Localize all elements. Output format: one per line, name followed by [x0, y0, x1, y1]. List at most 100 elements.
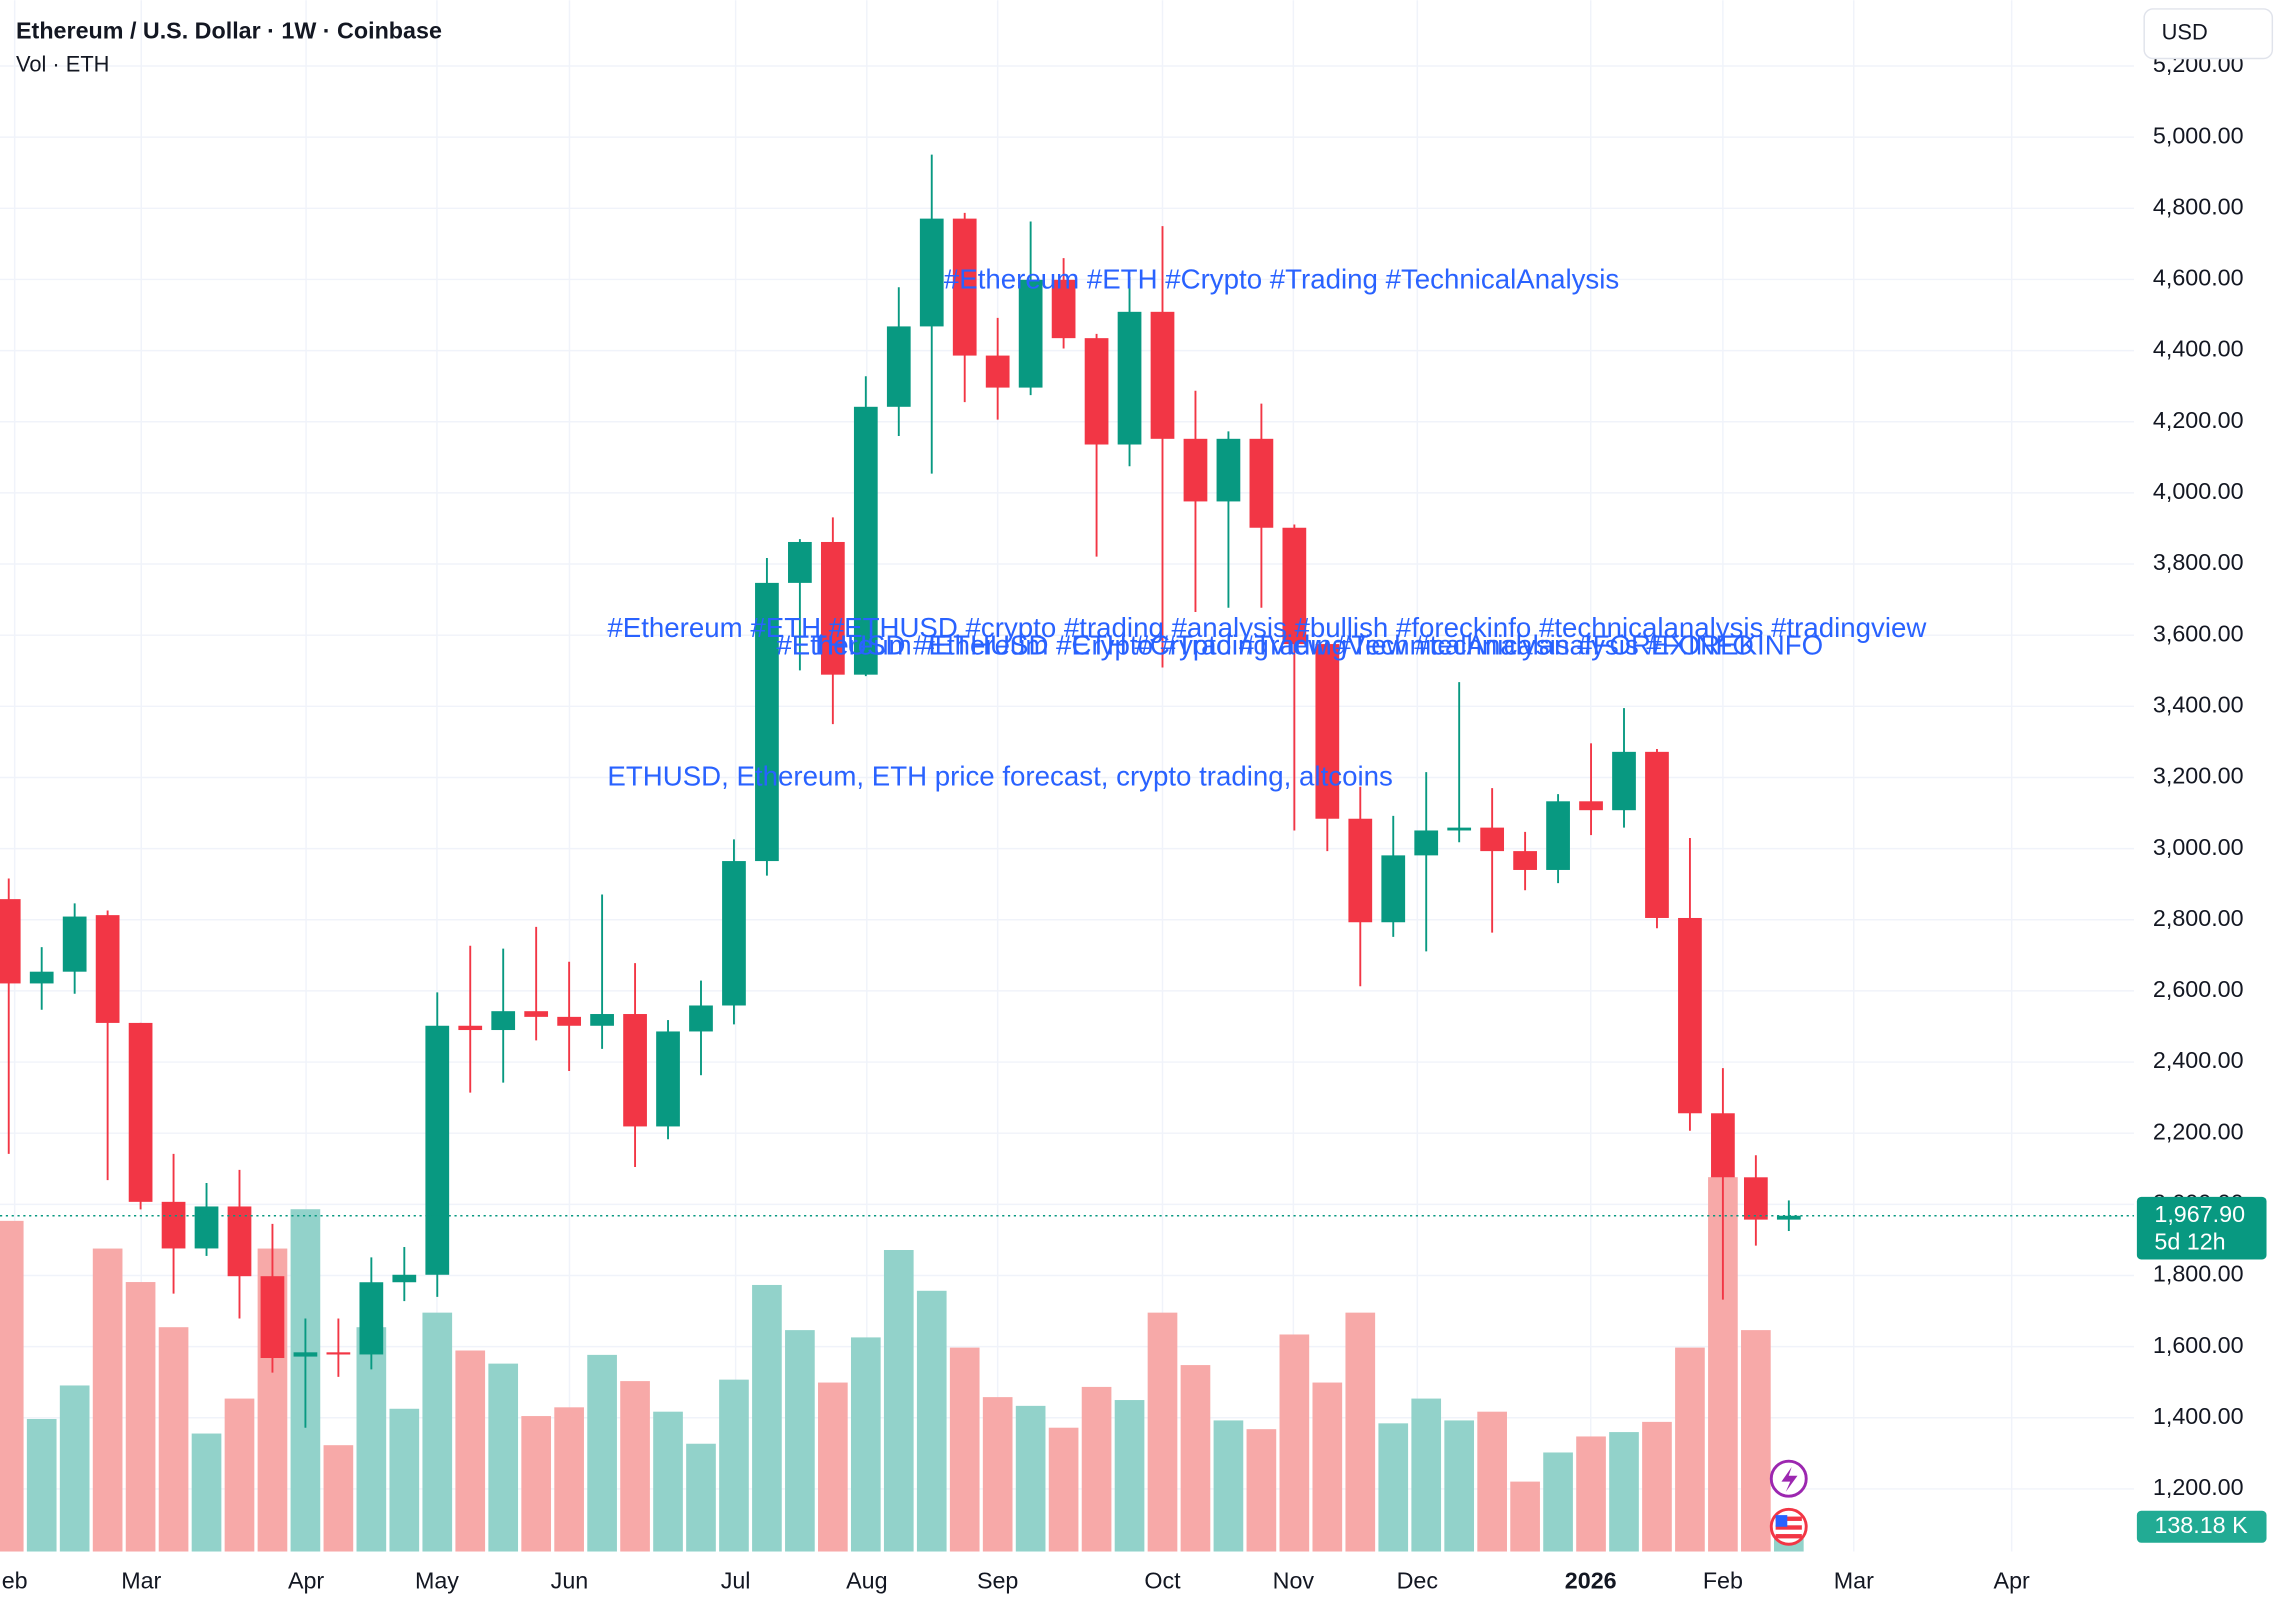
candle-body	[359, 1282, 384, 1355]
events-icon[interactable]	[1769, 1507, 1808, 1546]
candle-body	[1711, 1113, 1735, 1178]
candle-body	[590, 1014, 614, 1026]
last-price-label: 1,967.90	[2154, 1201, 2245, 1227]
volume-bar	[1279, 1334, 1310, 1552]
candle-body	[194, 1206, 219, 1249]
volume-bar	[521, 1416, 552, 1552]
x-tick-label: Apr	[288, 1567, 324, 1593]
candle-body	[1678, 917, 1702, 1114]
idea-annotation: #ETHUSD #Ethereum #ETH #Crypto #TradingV…	[776, 629, 1823, 660]
volume-bar	[1510, 1481, 1540, 1552]
icon-stripe[interactable]	[1775, 1516, 1802, 1521]
candle-body	[1480, 827, 1505, 852]
candle-body	[689, 1005, 713, 1032]
y-tick-label: 4,800.00	[2153, 193, 2244, 219]
candle-body	[0, 899, 21, 984]
last-price-box	[2136, 1196, 2267, 1260]
x-tick-label: Oct	[1144, 1567, 1181, 1593]
volume-bar	[818, 1382, 848, 1552]
candle-body	[1348, 818, 1373, 923]
countdown-label: 5d 12h	[2154, 1229, 2225, 1255]
volume-bar	[26, 1418, 57, 1552]
volume-bar	[455, 1350, 486, 1552]
candle-body	[853, 406, 878, 675]
candle-body	[1743, 1177, 1768, 1220]
candle-body	[952, 218, 977, 356]
volume-bar	[554, 1407, 584, 1552]
candle-body	[1579, 801, 1603, 811]
volume-bar	[949, 1347, 980, 1552]
volume-bar	[686, 1443, 716, 1552]
candle-body	[1084, 338, 1109, 445]
candle-body	[1612, 751, 1636, 811]
icon-bolt[interactable]	[1781, 1467, 1798, 1492]
volume-bar	[422, 1312, 453, 1552]
volume-bar	[1246, 1429, 1277, 1552]
idea-annotation: #Ethereum #ETH #Crypto #Trading #Technic…	[944, 264, 1619, 295]
candle-body	[1051, 279, 1076, 339]
candle-body	[1513, 851, 1537, 870]
candle-body	[128, 1022, 153, 1202]
icon-stripe[interactable]	[1775, 1534, 1802, 1539]
candle-body	[1117, 311, 1142, 445]
y-tick-label: 2,800.00	[2153, 905, 2244, 931]
candle-body	[886, 326, 911, 407]
candle-body	[919, 218, 944, 327]
candle-body	[1645, 751, 1669, 918]
x-tick-label: Dec	[1397, 1567, 1439, 1593]
candle-body	[557, 1016, 582, 1026]
volume-bar	[1114, 1400, 1145, 1552]
candle-body	[755, 582, 779, 862]
overlay-layer: 1,200.001,400.001,600.001,800.002,000.00…	[0, 51, 2267, 1593]
icon-canton[interactable]	[1775, 1515, 1788, 1527]
idea-annotation: #Ethereum #ETH #ETHUSD #crypto #trading …	[607, 612, 1927, 643]
candle-body	[1183, 438, 1208, 502]
currency-label[interactable]: USD	[2162, 19, 2208, 44]
candle-body	[326, 1352, 351, 1355]
volume-bar	[323, 1445, 354, 1552]
y-tick-label: 5,000.00	[2153, 122, 2244, 148]
volume-bar	[224, 1398, 255, 1552]
x-tick-label: Mar	[1834, 1567, 1874, 1593]
y-tick-label: 3,000.00	[2153, 834, 2244, 860]
x-tick-label: Nov	[1273, 1567, 1315, 1593]
y-tick-label: 1,800.00	[2153, 1261, 2244, 1287]
volume-bar	[785, 1330, 815, 1552]
assistant-icon[interactable]	[1769, 1459, 1808, 1498]
x-tick-label: Jul	[721, 1567, 751, 1593]
candle-body	[1381, 855, 1406, 923]
volume-bar	[1345, 1312, 1376, 1552]
candle-body	[1282, 527, 1307, 645]
candle-body	[985, 355, 1010, 388]
volume-bar	[620, 1381, 650, 1552]
y-tick-label: 3,600.00	[2153, 620, 2244, 646]
volume-bar	[1411, 1398, 1442, 1552]
y-tick-label: 1,400.00	[2153, 1403, 2244, 1429]
volume-bar	[389, 1408, 420, 1552]
volume-label-box	[2136, 1510, 2267, 1543]
volume-bar	[1642, 1421, 1672, 1552]
y-tick-label: 4,600.00	[2153, 265, 2244, 291]
volume-bar	[1741, 1330, 1771, 1552]
volume-bar	[1081, 1386, 1112, 1552]
volume-bar	[752, 1284, 782, 1552]
volume-bar	[158, 1327, 189, 1552]
y-tick-label: 2,400.00	[2153, 1047, 2244, 1073]
x-tick-label: May	[415, 1567, 459, 1593]
candle-body	[1447, 827, 1472, 831]
candle-body	[1018, 279, 1043, 388]
volume-layer	[0, 1177, 1804, 1552]
candle-layer	[0, 154, 1801, 1428]
candle-body	[1546, 801, 1570, 870]
candle-body	[1216, 438, 1241, 502]
y-tick-label: 3,800.00	[2153, 549, 2244, 575]
y-tick-label: 4,200.00	[2153, 407, 2244, 433]
icon-stripe[interactable]	[1775, 1525, 1802, 1530]
currency-button[interactable]	[2143, 8, 2274, 60]
y-tick-label: 3,400.00	[2153, 691, 2244, 717]
volume-bar	[916, 1290, 947, 1552]
volume-bar	[982, 1397, 1013, 1552]
y-tick-label: 4,000.00	[2153, 478, 2244, 504]
x-tick-label: Mar	[121, 1567, 161, 1593]
candle-body	[293, 1352, 318, 1357]
